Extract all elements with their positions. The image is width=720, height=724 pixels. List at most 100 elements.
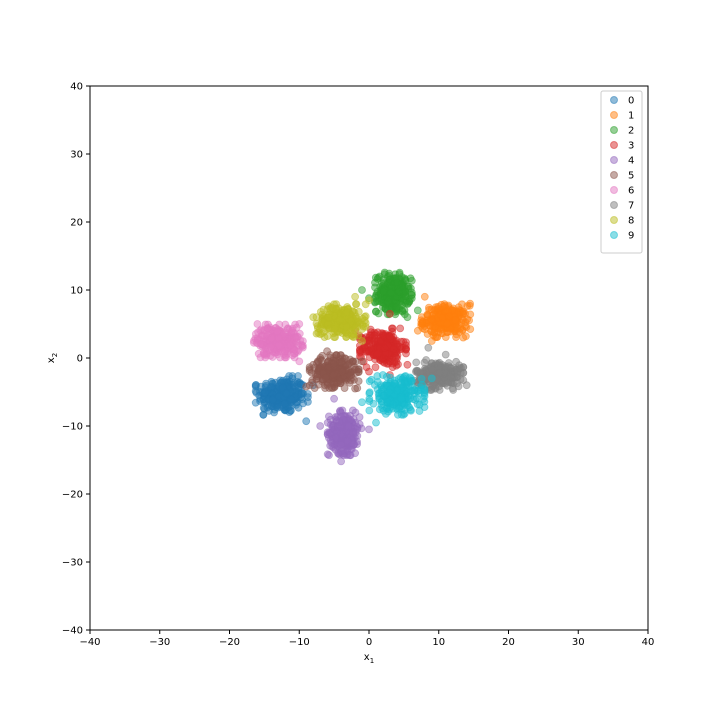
series-1 [413,292,475,345]
legend-label: 3 [628,141,634,152]
point-series-6 [274,341,283,350]
legend: 0 1 2 3 4 5 6 7 8 9 [600,90,643,254]
point-series-4 [333,422,342,431]
x-tick-label: 30 [572,637,585,648]
point-series-4 [351,449,360,458]
point-series-7 [462,381,471,390]
point-series-5 [345,371,354,380]
point-series-1 [427,315,436,324]
legend-item-2: 2 [610,126,634,137]
point-series-5 [340,354,349,363]
point-series-7 [427,386,436,394]
point-series-0 [282,389,291,398]
legend-label: 0 [628,96,634,107]
point-series-4 [324,412,333,421]
x-tick-label: −20 [219,637,240,648]
point-series-7 [435,382,443,391]
legend-label: 2 [628,126,634,137]
legend-item-0: 0 [610,96,634,107]
point-series-1 [444,312,453,321]
point-series-1 [443,320,451,329]
point-series-6 [276,353,284,362]
legend-item-7: 7 [610,201,634,212]
point-series-8 [352,300,361,309]
point-series-5 [302,382,311,391]
point-series-1 [441,333,450,342]
point-series-9 [367,375,376,384]
point-series-5 [329,359,338,368]
point-series-2 [406,274,415,283]
point-series-8 [328,304,337,313]
point-series-0 [302,417,311,426]
point-series-0 [268,395,277,404]
point-series-8 [342,323,351,331]
point-series-2 [371,278,379,287]
legend-label: 7 [628,201,634,212]
x-axis-label-subscript: 1 [370,657,374,665]
point-series-5 [340,384,349,393]
series-4 [316,394,373,466]
point-series-0 [260,405,269,413]
point-series-3 [390,358,399,367]
point-series-4 [323,418,332,427]
y-axis-ticks: −40 −30 −20 −10 0 10 20 30 40 [62,82,90,637]
point-series-9 [385,405,394,414]
point-series-1 [466,299,475,308]
x-tick-label: 20 [502,637,515,648]
point-series-8 [351,323,360,332]
point-series-5 [323,347,332,356]
point-series-3 [371,363,380,372]
point-series-7 [441,350,450,359]
legend-marker [610,126,618,134]
point-series-6 [295,357,304,366]
point-series-3 [396,324,405,333]
point-series-6 [288,326,297,335]
point-series-6 [263,324,272,333]
point-series-2 [379,279,388,287]
point-series-5 [358,357,366,366]
point-series-3 [380,344,389,353]
point-series-7 [424,343,433,352]
point-series-2 [358,286,366,294]
point-series-4 [344,422,353,431]
point-series-0 [278,383,287,392]
point-series-6 [275,320,284,329]
point-series-0 [285,408,294,417]
point-series-6 [295,320,304,328]
y-tick-label: −30 [62,558,83,569]
point-series-5 [338,367,347,376]
point-series-0 [299,399,308,408]
point-series-8 [324,313,333,322]
point-series-5 [327,383,336,392]
point-series-3 [392,336,401,345]
point-series-9 [379,391,388,400]
point-series-8 [358,337,366,345]
point-series-2 [378,303,387,311]
point-series-7 [454,382,463,391]
point-series-6 [253,320,262,328]
point-series-2 [403,313,412,322]
point-series-9 [400,400,409,409]
point-series-8 [359,322,368,331]
x-tick-label: 40 [642,637,655,648]
point-series-5 [329,370,338,379]
point-series-5 [344,360,353,369]
point-series-2 [379,287,388,296]
legend-item-5: 5 [610,171,634,182]
point-series-4 [323,450,332,459]
point-series-4 [348,406,357,415]
point-series-3 [385,309,394,318]
legend-marker [610,201,618,209]
legend-label: 5 [628,171,634,182]
point-series-2 [394,287,403,296]
legend-marker [610,96,618,104]
legend-marker [610,171,618,179]
point-series-6 [260,350,269,359]
y-tick-label: 10 [70,286,83,297]
legend-label: 6 [628,186,634,197]
point-series-0 [280,400,289,408]
point-series-5 [308,378,316,387]
point-series-0 [287,395,296,404]
legend-item-9: 9 [610,231,634,242]
